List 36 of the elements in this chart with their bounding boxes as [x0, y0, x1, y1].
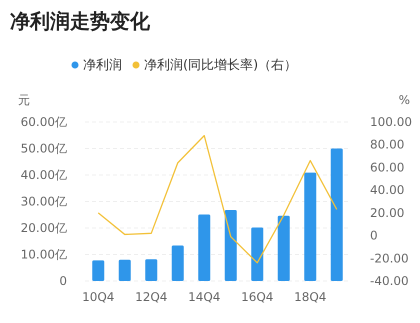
legend-label: 净利润(同比增长率)（右） [144, 57, 298, 73]
x-tick-label: 12Q4 [135, 290, 168, 304]
legend-label: 净利润 [83, 58, 122, 73]
chart-title: 净利润走势变化 [10, 9, 151, 33]
x-tick-label: 10Q4 [82, 290, 114, 304]
y2-tick-label: 0 [370, 228, 378, 243]
bar [198, 214, 210, 281]
y2-axis-title: % [398, 93, 410, 107]
bar [278, 216, 290, 281]
line-series [98, 134, 338, 264]
bar [251, 227, 264, 281]
bar [145, 259, 158, 281]
y-tick-label: 0 [59, 274, 67, 288]
y2-tick-label: 40.00 [370, 183, 404, 198]
bar [118, 260, 131, 281]
x-tick-label: 14Q4 [188, 290, 220, 304]
y2-tick-label: 80.00 [370, 138, 404, 152]
x-tick-label: 18Q4 [294, 290, 326, 304]
y-tick-label: 30.00亿 [20, 194, 67, 208]
bar [304, 172, 316, 281]
y2-tick-label: 100.00 [370, 115, 412, 129]
x-tick-label: 16Q4 [241, 290, 274, 304]
y-tick-label: 40.00亿 [20, 168, 67, 182]
y-tick-label: 20.00亿 [20, 221, 67, 235]
y-tick-label: 10.00亿 [20, 248, 67, 262]
bar [92, 260, 104, 281]
y2-tick-label: -40.00 [370, 274, 409, 288]
y-tick-label: 60.00亿 [20, 115, 67, 129]
y-axis-title: 元 [18, 93, 30, 107]
y2-tick-label: 60.00 [370, 160, 404, 174]
bar [172, 245, 184, 281]
y2-tick-label: -20.00 [370, 251, 409, 266]
y-tick-label: 50.00亿 [20, 142, 67, 156]
bar [330, 148, 343, 281]
bar [224, 210, 237, 281]
y2-tick-label: 20.00 [370, 206, 404, 220]
